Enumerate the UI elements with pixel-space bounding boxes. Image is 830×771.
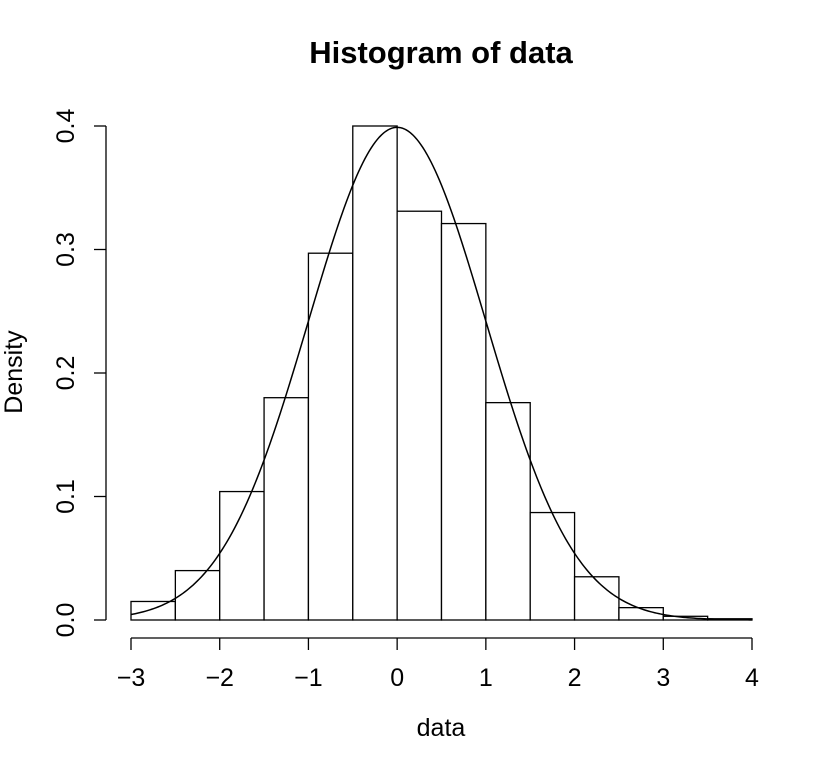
histogram-bar-3 [263,397,310,621]
histogram-bar-6 [396,210,443,621]
histogram-bar-8 [485,401,531,621]
x-tick-label: 3 [656,664,670,692]
y-tick-label: 0.3 [52,232,80,267]
x-axis-label: data [417,714,466,742]
y-axis: 0.0 0.1 0.2 0.3 0.4 [52,109,107,638]
x-tick-label: −2 [205,664,234,692]
y-axis-label: Density [0,330,28,414]
histogram-bar-4 [307,252,354,621]
histogram-bar-1 [174,569,221,621]
histogram-bar-9 [529,511,576,621]
x-tick-label: −1 [294,664,323,692]
histogram-bars [130,125,753,621]
x-tick-label: −3 [117,664,146,692]
y-tick-label: 0.0 [52,603,80,638]
x-tick-label: 1 [479,664,493,692]
x-tick-label: 2 [568,664,582,692]
y-tick-label: 0.2 [52,356,80,391]
normal-density-curve [130,126,753,621]
y-tick-label: 0.4 [52,109,80,144]
histogram-bar-2 [219,490,265,621]
histogram-bar-10 [573,576,620,621]
x-axis: −3 −2 −1 0 1 2 3 4 [117,637,759,692]
x-tick-label: 4 [745,664,759,692]
chart-title: Histogram of data [309,35,573,70]
y-tick-label: 0.1 [52,479,80,514]
histogram-bar-7 [440,222,487,621]
histogram-bar-0 [130,600,177,621]
x-tick-label: 0 [390,664,404,692]
histogram-bar-5 [352,125,398,621]
